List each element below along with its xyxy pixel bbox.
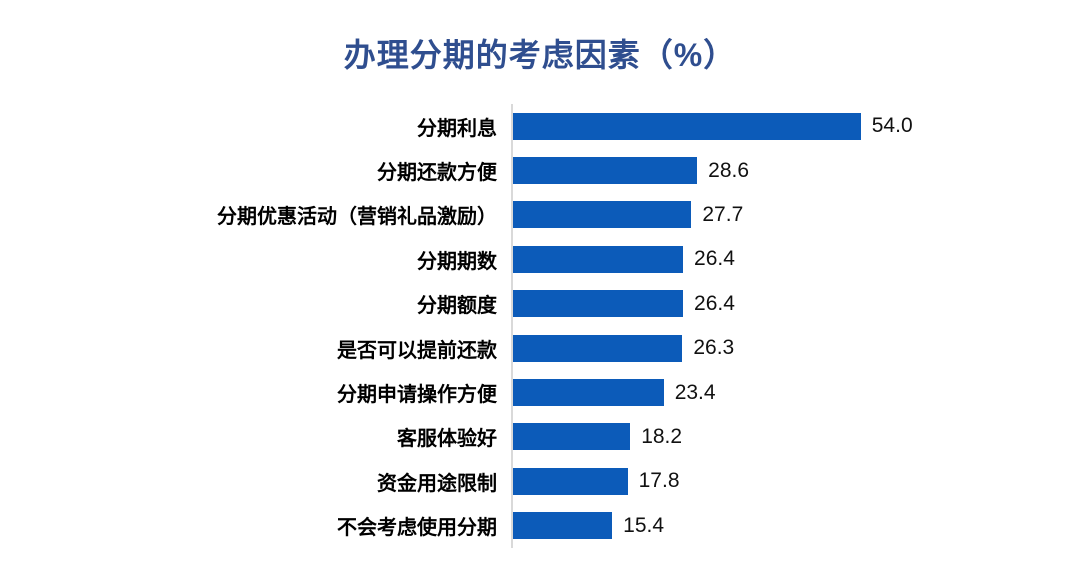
bar-row: 资金用途限制 17.8 (0, 459, 1080, 504)
bar-track: 54.0 (511, 104, 1080, 149)
bar (513, 290, 684, 318)
value-label: 15.4 (623, 513, 665, 537)
bar-track: 18.2 (511, 414, 1080, 460)
bar-track: 26.4 (511, 281, 1080, 326)
bar-row: 分期还款方便 28.6 (0, 148, 1080, 193)
category-label: 分期还款方便 (377, 162, 497, 185)
category-label: 资金用途限制 (377, 472, 497, 495)
category-label: 分期额度 (417, 295, 497, 318)
bar-row: 客服体验好 18.2 (0, 414, 1080, 460)
bar-row: 分期额度 26.4 (0, 281, 1080, 326)
value-label: 23.4 (674, 380, 716, 404)
category-label: 客服体验好 (397, 428, 497, 451)
bar-row: 分期期数 26.4 (0, 237, 1080, 282)
bar (513, 423, 631, 451)
chart-title: 办理分期的考虑因素（%） (343, 37, 737, 73)
bar (513, 201, 692, 229)
value-label: 26.4 (694, 247, 735, 271)
category-label: 分期优惠活动（营销礼品激励） (217, 206, 497, 229)
category-label: 分期申请操作方便 (337, 384, 497, 407)
category-label: 分期利息 (417, 117, 497, 140)
bar (513, 512, 613, 540)
bar-chart: 分期利息 54.0 分期还款方便 28.6 分期优惠活动（营销礼品激励） 27.7 分期期数… (0, 104, 1080, 548)
bar-track: 23.4 (511, 370, 1080, 415)
bar (513, 467, 628, 495)
value-label: 27.7 (702, 202, 744, 226)
category-label: 不会考虑使用分期 (337, 517, 497, 540)
value-label: 26.4 (694, 291, 735, 315)
bar (513, 334, 683, 362)
value-label: 17.8 (638, 469, 680, 493)
bar-track: 28.6 (511, 148, 1080, 193)
bar-track: 26.4 (511, 237, 1080, 282)
value-label: 54.0 (871, 114, 913, 138)
bar (513, 245, 684, 273)
bar (513, 379, 664, 407)
bar-track: 17.8 (511, 459, 1080, 504)
bar-row: 分期优惠活动（营销礼品激励） 27.7 (0, 192, 1080, 238)
value-label: 18.2 (641, 424, 683, 448)
bar (513, 157, 698, 185)
category-label: 是否可以提前还款 (337, 339, 497, 362)
bar-row: 分期申请操作方便 23.4 (0, 370, 1080, 415)
bar-track: 15.4 (511, 503, 1080, 548)
bar-track: 26.3 (511, 325, 1080, 371)
bar-row: 是否可以提前还款 26.3 (0, 325, 1080, 371)
bar-track: 27.7 (511, 192, 1080, 238)
category-label: 分期期数 (417, 250, 497, 273)
value-label: 28.6 (708, 158, 750, 182)
bar-row: 不会考虑使用分期 15.4 (0, 503, 1080, 548)
value-label: 26.3 (693, 336, 735, 360)
bar-row: 分期利息 54.0 (0, 104, 1080, 149)
bar (513, 112, 861, 140)
